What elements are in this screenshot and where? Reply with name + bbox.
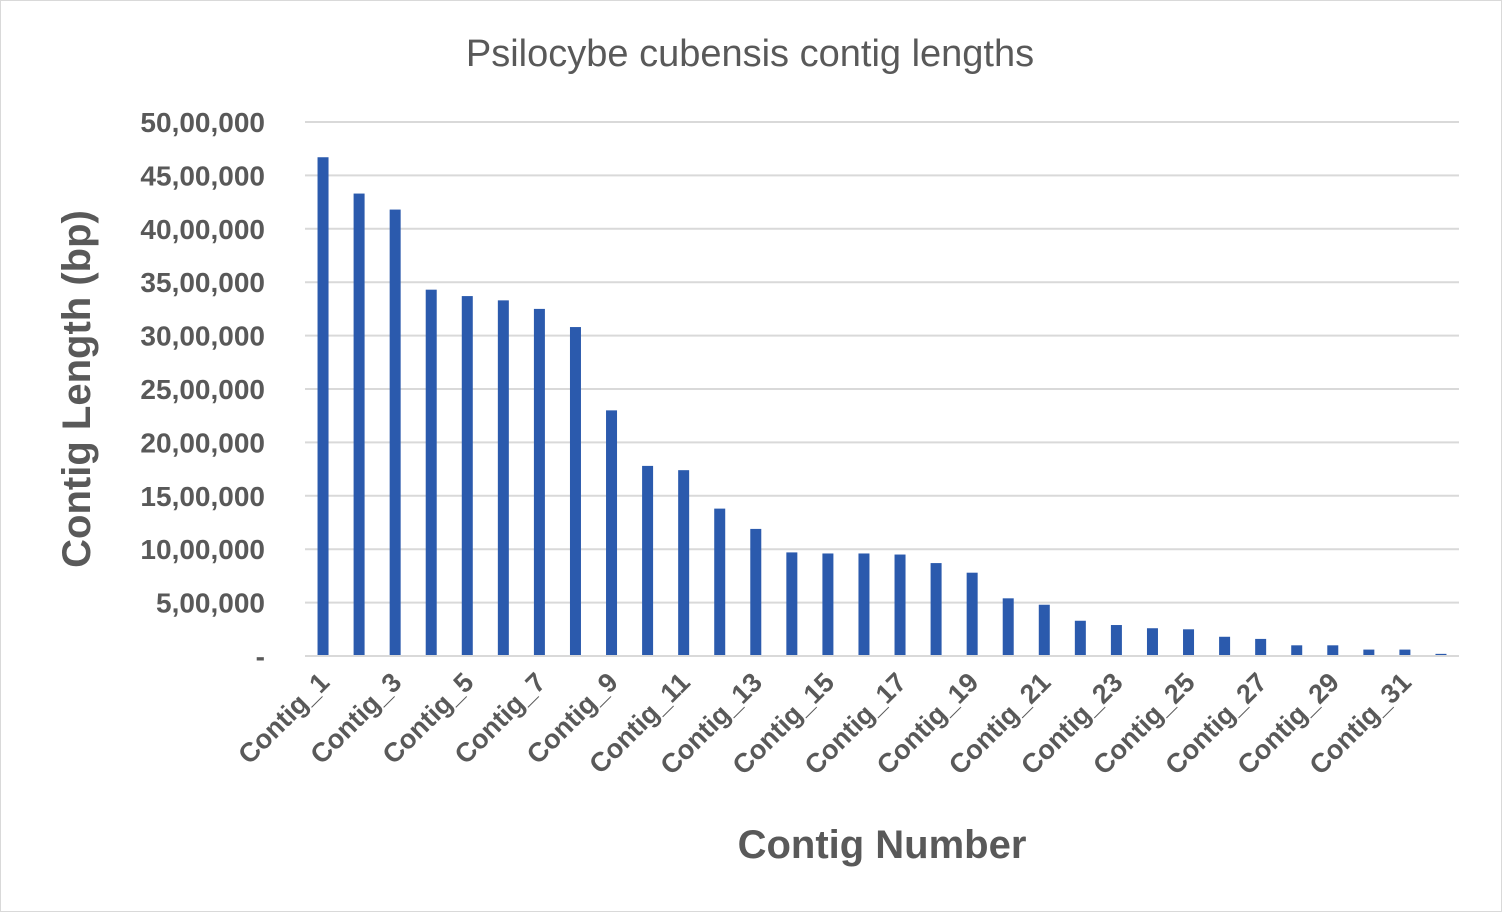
y-axis-title: Contig Length (bp) [55,210,99,568]
bar-contig-24 [1146,628,1158,656]
bar-contig-10 [642,465,654,656]
bar-contig-9 [606,410,618,656]
x-axis-title: Contig Number [738,823,1027,867]
y-tick-label: - [256,641,265,672]
bar-contig-13 [750,528,762,656]
y-tick-label: 40,00,000 [140,214,265,245]
bar-contig-16 [858,553,870,656]
bar-contig-23 [1110,625,1122,656]
bar-contig-30 [1363,649,1375,656]
bar-contig-26 [1219,636,1231,656]
bar-contig-1 [317,157,329,656]
bar-contig-21 [1038,604,1050,656]
bar-contig-18 [930,563,942,656]
bar-contig-15 [822,553,834,656]
bar-contig-17 [894,554,906,656]
bars [317,157,1447,657]
bar-contig-5 [461,296,473,656]
bar-contig-14 [786,552,798,656]
bar-contig-3 [389,209,401,657]
y-tick-label: 25,00,000 [140,374,265,405]
bar-contig-11 [678,470,690,656]
chart-title: Psilocybe cubensis contig lengths [466,33,1034,75]
y-tick-label: 50,00,000 [140,107,265,138]
bar-contig-31 [1399,649,1411,656]
gridlines [305,121,1459,604]
y-tick-label: 5,00,000 [156,588,265,619]
y-axis-ticks: - 5,00,000 10,00,000 15,00,000 20,00,000 25,0… [140,107,265,672]
y-tick-label: 15,00,000 [140,481,265,512]
bar-contig-8 [569,327,581,656]
bar-contig-32 [1435,653,1447,656]
bar-contig-6 [497,300,509,656]
y-tick-label: 30,00,000 [140,321,265,352]
bar-contig-4 [425,289,437,656]
bar-contig-28 [1291,645,1303,656]
y-tick-label: 35,00,000 [140,267,265,298]
x-axis-ticks: Contig_1Contig_3Contig_5Contig_7Contig_9… [232,667,1417,781]
bar-contig-29 [1327,645,1339,656]
bar-contig-19 [966,572,978,656]
bar-contig-27 [1255,638,1267,656]
y-tick-label: 10,00,000 [140,534,265,565]
y-tick-label: 45,00,000 [140,160,265,191]
bar-contig-22 [1074,620,1086,656]
bar-contig-25 [1183,629,1195,656]
y-tick-label: 20,00,000 [140,427,265,458]
bar-contig-20 [1002,598,1014,656]
bar-contig-12 [714,508,726,656]
bar-contig-7 [533,308,545,656]
bar-contig-2 [353,193,365,656]
